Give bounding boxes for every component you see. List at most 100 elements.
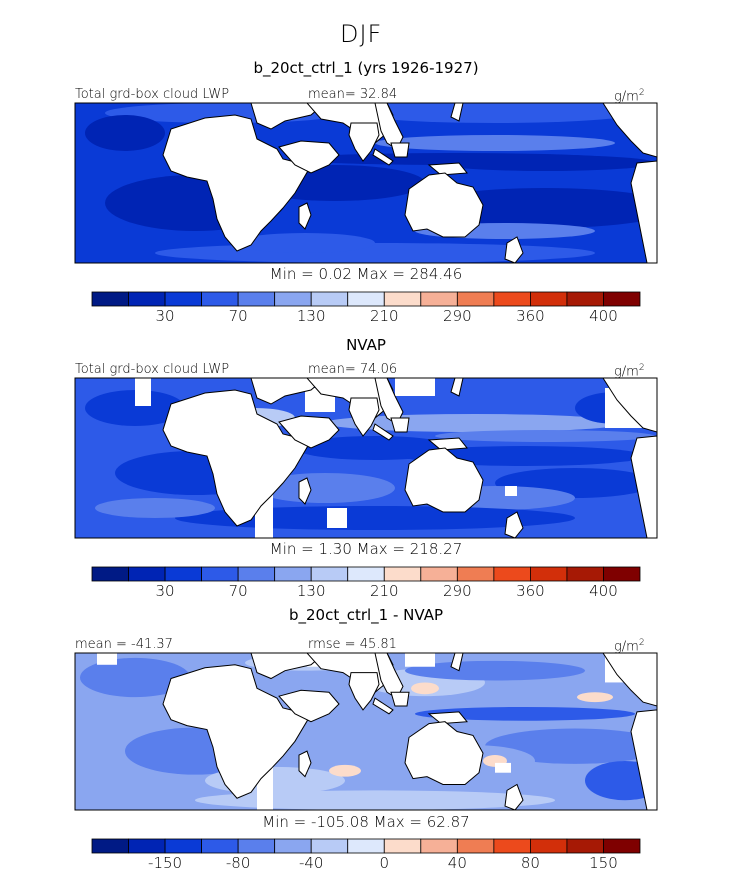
- colorbar-tick-label: 400: [589, 307, 618, 325]
- coastline-arabia: [279, 416, 339, 448]
- colorbar-tick-label: 80: [520, 854, 540, 872]
- coastline-newzealand: [505, 512, 523, 538]
- coastline-india: [349, 673, 379, 710]
- colorbar-swatch: [566, 566, 604, 582]
- colorbar-tick-label: 150: [589, 854, 618, 872]
- coastline-africa: [163, 115, 309, 251]
- panel-stat-label: rmse = 45.81: [308, 637, 397, 652]
- missing-data-cell: [405, 653, 435, 667]
- coastline-europe: [251, 103, 325, 129]
- colorbar-swatch: [164, 291, 202, 307]
- coastline-newguinea: [429, 438, 467, 450]
- panel-title: b_20ct_ctrl_1 - NVAP: [288, 606, 444, 624]
- map-field-model: [75, 103, 657, 263]
- field-contour: [175, 506, 575, 530]
- colorbar-swatch: [530, 838, 568, 854]
- field-contour: [95, 498, 215, 518]
- colorbar-tick-label: 0: [379, 854, 390, 872]
- colorbar-swatch: [493, 838, 531, 854]
- colorbar-tick-label: 30: [155, 307, 175, 325]
- missing-data-cell: [505, 486, 517, 496]
- colorbar-swatch: [274, 291, 312, 307]
- colorbar-swatch: [128, 566, 166, 582]
- colorbar-swatch: [566, 838, 604, 854]
- panel-units: g/m2: [614, 636, 645, 654]
- coastline-madagascar: [299, 478, 311, 504]
- colorbar-swatch: [310, 838, 349, 854]
- colorbar-tick-label: -40: [298, 854, 324, 872]
- colorbar-tick-label: 360: [516, 307, 545, 325]
- season-title: DJF: [340, 20, 383, 48]
- colorbar-tick-label: 290: [443, 582, 472, 600]
- coastline-newzealand: [505, 784, 523, 810]
- colorbar-swatch: [164, 566, 202, 582]
- coastline-sumatra: [373, 149, 393, 165]
- field-contour: [405, 660, 585, 681]
- coastline-australia: [405, 722, 483, 785]
- missing-data-cell: [97, 653, 117, 665]
- field-contour: [415, 706, 635, 721]
- map-frame: [74, 377, 658, 539]
- missing-data-cell: [395, 378, 435, 396]
- colorbar-swatch: [237, 566, 276, 582]
- colorbar-swatch: [383, 566, 422, 582]
- colorbar-swatch: [530, 566, 568, 582]
- colorbar-swatch: [603, 566, 641, 582]
- coastline-americasN: [603, 378, 657, 432]
- coastline-madagascar: [299, 203, 311, 229]
- colorbar-swatch: [91, 838, 129, 854]
- colorbar-swatch: [274, 566, 312, 582]
- colorbar-swatch: [347, 291, 385, 307]
- colorbar-swatch: [383, 838, 422, 854]
- field-contour: [435, 430, 655, 442]
- coastline-samerica: [631, 710, 657, 810]
- colorbar-tick-label: 400: [589, 582, 618, 600]
- colorbar-swatch: [91, 291, 129, 307]
- colorbar-swatch: [128, 291, 166, 307]
- field-contour: [411, 682, 439, 695]
- colorbar-tick-label: 40: [447, 854, 467, 872]
- colorbar-swatch: [201, 838, 239, 854]
- field-contour: [155, 243, 595, 263]
- coastline-australia: [405, 448, 483, 512]
- colorbar-swatch: [383, 291, 422, 307]
- coastline-borneo: [391, 692, 409, 706]
- colorbar-swatch: [237, 838, 276, 854]
- colorbar-swatch: [310, 566, 349, 582]
- panel-left-label: Total grd-box cloud LWP: [75, 362, 230, 377]
- field-contour: [435, 155, 655, 171]
- colorbar-tick-label: -80: [225, 854, 251, 872]
- coastline-borneo: [391, 418, 409, 432]
- field-contour: [85, 390, 185, 426]
- coastline-newguinea: [429, 712, 467, 724]
- colorbar-swatch: [128, 838, 166, 854]
- colorbar-tick-label: -150: [148, 854, 183, 872]
- coastline-japan: [451, 103, 463, 121]
- colorbar-swatch: [420, 566, 458, 582]
- colorbar-swatch: [456, 566, 495, 582]
- coastline-australia: [405, 173, 483, 237]
- coastline-sumatra: [373, 698, 393, 714]
- colorbar-swatch: [530, 291, 568, 307]
- coastline-india: [349, 398, 379, 436]
- units-exponent: 2: [638, 363, 645, 373]
- panel-stat-label: mean= 32.84: [308, 87, 398, 102]
- coastline-arabia: [279, 141, 339, 173]
- colorbar-swatch: [91, 566, 129, 582]
- panel-units: g/m2: [614, 361, 645, 379]
- colorbar-swatch: [310, 291, 349, 307]
- units-text: g/m: [614, 639, 639, 655]
- field-contour: [329, 764, 361, 777]
- field-contour: [195, 790, 555, 810]
- coastline-samerica: [631, 161, 657, 263]
- colorbar-tick-label: 210: [369, 307, 399, 325]
- colorbar-swatch: [493, 566, 531, 582]
- colorbar-tick-label: 360: [516, 582, 545, 600]
- missing-data-cell: [495, 762, 511, 773]
- field-contour: [577, 692, 613, 703]
- units-exponent: 2: [638, 638, 645, 648]
- missing-data-cell: [327, 508, 347, 528]
- field-contour: [80, 657, 190, 698]
- field-contour: [85, 115, 165, 151]
